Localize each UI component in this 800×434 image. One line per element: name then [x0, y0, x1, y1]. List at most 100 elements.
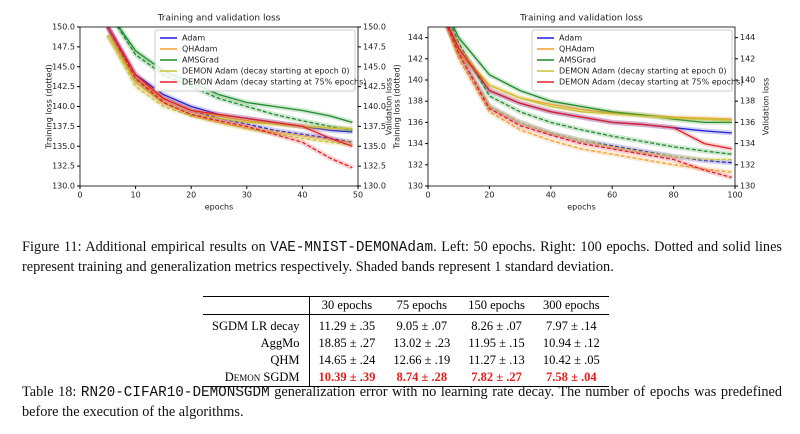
y2-tick-label: 140.0	[363, 102, 386, 111]
y2-tick-label: 145.0	[363, 62, 386, 71]
validation-line	[447, 27, 732, 120]
y-tick-label: 130	[408, 182, 423, 191]
legend-label: DEMON Adam (decay starting at epoch 0)	[559, 67, 727, 76]
axes-frame	[79, 26, 359, 187]
table-cell: 18.85 ± .27	[318, 336, 376, 350]
y2-tick-label: 135.0	[363, 142, 386, 151]
table-cell: 11.27 ± .13	[468, 353, 525, 367]
x-axis-label: epochs	[205, 203, 234, 212]
chart-title: Training and validation loss	[157, 14, 281, 24]
legend-label: DEMON Adam (decay starting at 75% epochs…	[182, 78, 366, 87]
x-tick-label: 0	[77, 191, 82, 200]
y2-tick-label: 142.5	[363, 82, 386, 91]
x-tick-label: 30	[242, 191, 252, 200]
training-line	[117, 27, 353, 131]
y-tick-label: 142.5	[52, 82, 75, 91]
legend-label: Adam	[559, 34, 582, 43]
legend-label: DEMON Adam (decay starting at epoch 0)	[182, 67, 350, 76]
y2-axis-label: Validation loss	[385, 78, 394, 136]
y-tick-label: 130.0	[52, 182, 75, 191]
column-header: 75 epochs	[396, 298, 447, 312]
y2-tick-label: 130	[740, 182, 755, 191]
y-axis-label: Training loss (dotted)	[393, 64, 402, 150]
legend-label: AMSGrad	[182, 56, 219, 65]
table-cell: 7.97 ± .14	[545, 319, 597, 333]
axes-frame	[427, 26, 736, 187]
header-row: 30 epochs 75 epochs 150 epochs 300 epochs	[203, 296, 609, 315]
table-body: SGDM LR decay 11.29 ± .35 9.05 ± .07 8.26 ±…	[203, 314, 609, 387]
y-tick-label: 135.0	[52, 142, 75, 151]
validation-line	[107, 34, 353, 130]
plot-area	[444, 27, 733, 180]
validation-line	[447, 27, 732, 121]
table-cell: 11.95 ± .15	[468, 336, 525, 350]
caption-text: Table 18:	[22, 384, 81, 400]
y2-tick-label: 147.5	[363, 42, 386, 51]
table-cell: 10.42 ± .05	[542, 353, 600, 367]
x-tick-label: 100	[727, 191, 742, 200]
training-line	[447, 27, 732, 161]
plot-area	[105, 27, 354, 170]
y-tick-label: 144	[408, 33, 423, 42]
y-tick-label: 140	[408, 76, 423, 85]
chart-title: Training and validation loss	[519, 14, 643, 24]
table-cell: 8.26 ± .07	[471, 319, 522, 333]
x-tick-label: 40	[546, 191, 556, 200]
validation-line	[107, 27, 353, 147]
figure-caption: Figure 11: Additional empirical results …	[22, 238, 782, 277]
y-tick-label: 150.0	[52, 23, 75, 32]
y2-axis-label: Validation loss	[762, 78, 771, 136]
x-axis-label: epochs	[567, 203, 596, 212]
caption-text: generalization error with no learning ra…	[22, 384, 782, 420]
y-tick-label: 136	[408, 118, 423, 127]
table-row: AggMo 18.85 ± .27 13.02 ± .23 11.95 ± .15 10…	[203, 335, 609, 352]
x-tick-label: 80	[669, 191, 679, 200]
x-tick-label: 20	[484, 191, 494, 200]
y2-tick-label: 142	[740, 54, 755, 63]
y2-tick-label: 140	[740, 76, 755, 85]
column-header: 300 epochs	[542, 298, 600, 312]
x-tick-label: 40	[297, 191, 307, 200]
y2-tick-label: 136	[740, 118, 755, 127]
legend-box	[154, 29, 356, 92]
training-line	[107, 27, 353, 169]
table-cell: 9.05 ± .07	[396, 319, 448, 333]
y-tick-label: 138	[408, 97, 423, 106]
y-tick-label: 132	[408, 160, 423, 169]
column-header: 150 epochs	[468, 298, 525, 312]
x-tick-label: 20	[186, 191, 196, 200]
x-tick-label: 10	[131, 191, 141, 200]
chart: Training and validation loss 0 20 40 60 80 100…	[393, 14, 771, 212]
validation-line	[118, 27, 353, 124]
legend-label: AMSGrad	[559, 56, 596, 65]
legend-label: Adam	[182, 34, 205, 43]
table-cell: 14.65 ± .24	[318, 353, 376, 367]
results-table: 30 epochs 75 epochs 150 epochs 300 epochs S…	[203, 296, 609, 387]
legend-label: QHAdam	[182, 45, 218, 54]
y2-tick-label: 132	[740, 160, 755, 169]
table-cell: 8.74 ± .28	[396, 370, 448, 384]
table-cell: 12.66 ± .19	[393, 353, 451, 367]
y2-tick-label: 134	[740, 139, 755, 148]
x-tick-label: 0	[425, 191, 430, 200]
y2-tick-label: 150.0	[363, 23, 386, 32]
corner	[203, 296, 310, 315]
table-row: QHM 14.65 ± .24 12.66 ± .19 11.27 ± .13 10.4…	[203, 352, 609, 369]
validation-line	[447, 27, 733, 150]
training-line	[107, 34, 353, 146]
y-tick-label: 134	[408, 139, 423, 148]
y2-tick-label: 144	[740, 33, 755, 42]
y2-tick-label: 130.0	[363, 182, 386, 191]
y-tick-label: 145.0	[52, 62, 75, 71]
row-label: AggMo	[203, 335, 310, 352]
table-row: SGDM LR decay 11.29 ± .35 9.05 ± .07 8.26 ±…	[203, 314, 609, 335]
table-row: Demon SGDM 10.39 ± .39 8.74 ± .28 7.82 ± .2…	[203, 369, 609, 387]
table-cell: 11.29 ± .35	[318, 319, 376, 333]
legend-label: QHAdam	[559, 45, 595, 54]
caption-code: RN20-CIFAR10-DEMONSGDM	[80, 385, 270, 401]
caption-text: . Left: 50 epochs. Right: 100 epochs. Do…	[22, 239, 782, 275]
training-line	[446, 27, 732, 173]
